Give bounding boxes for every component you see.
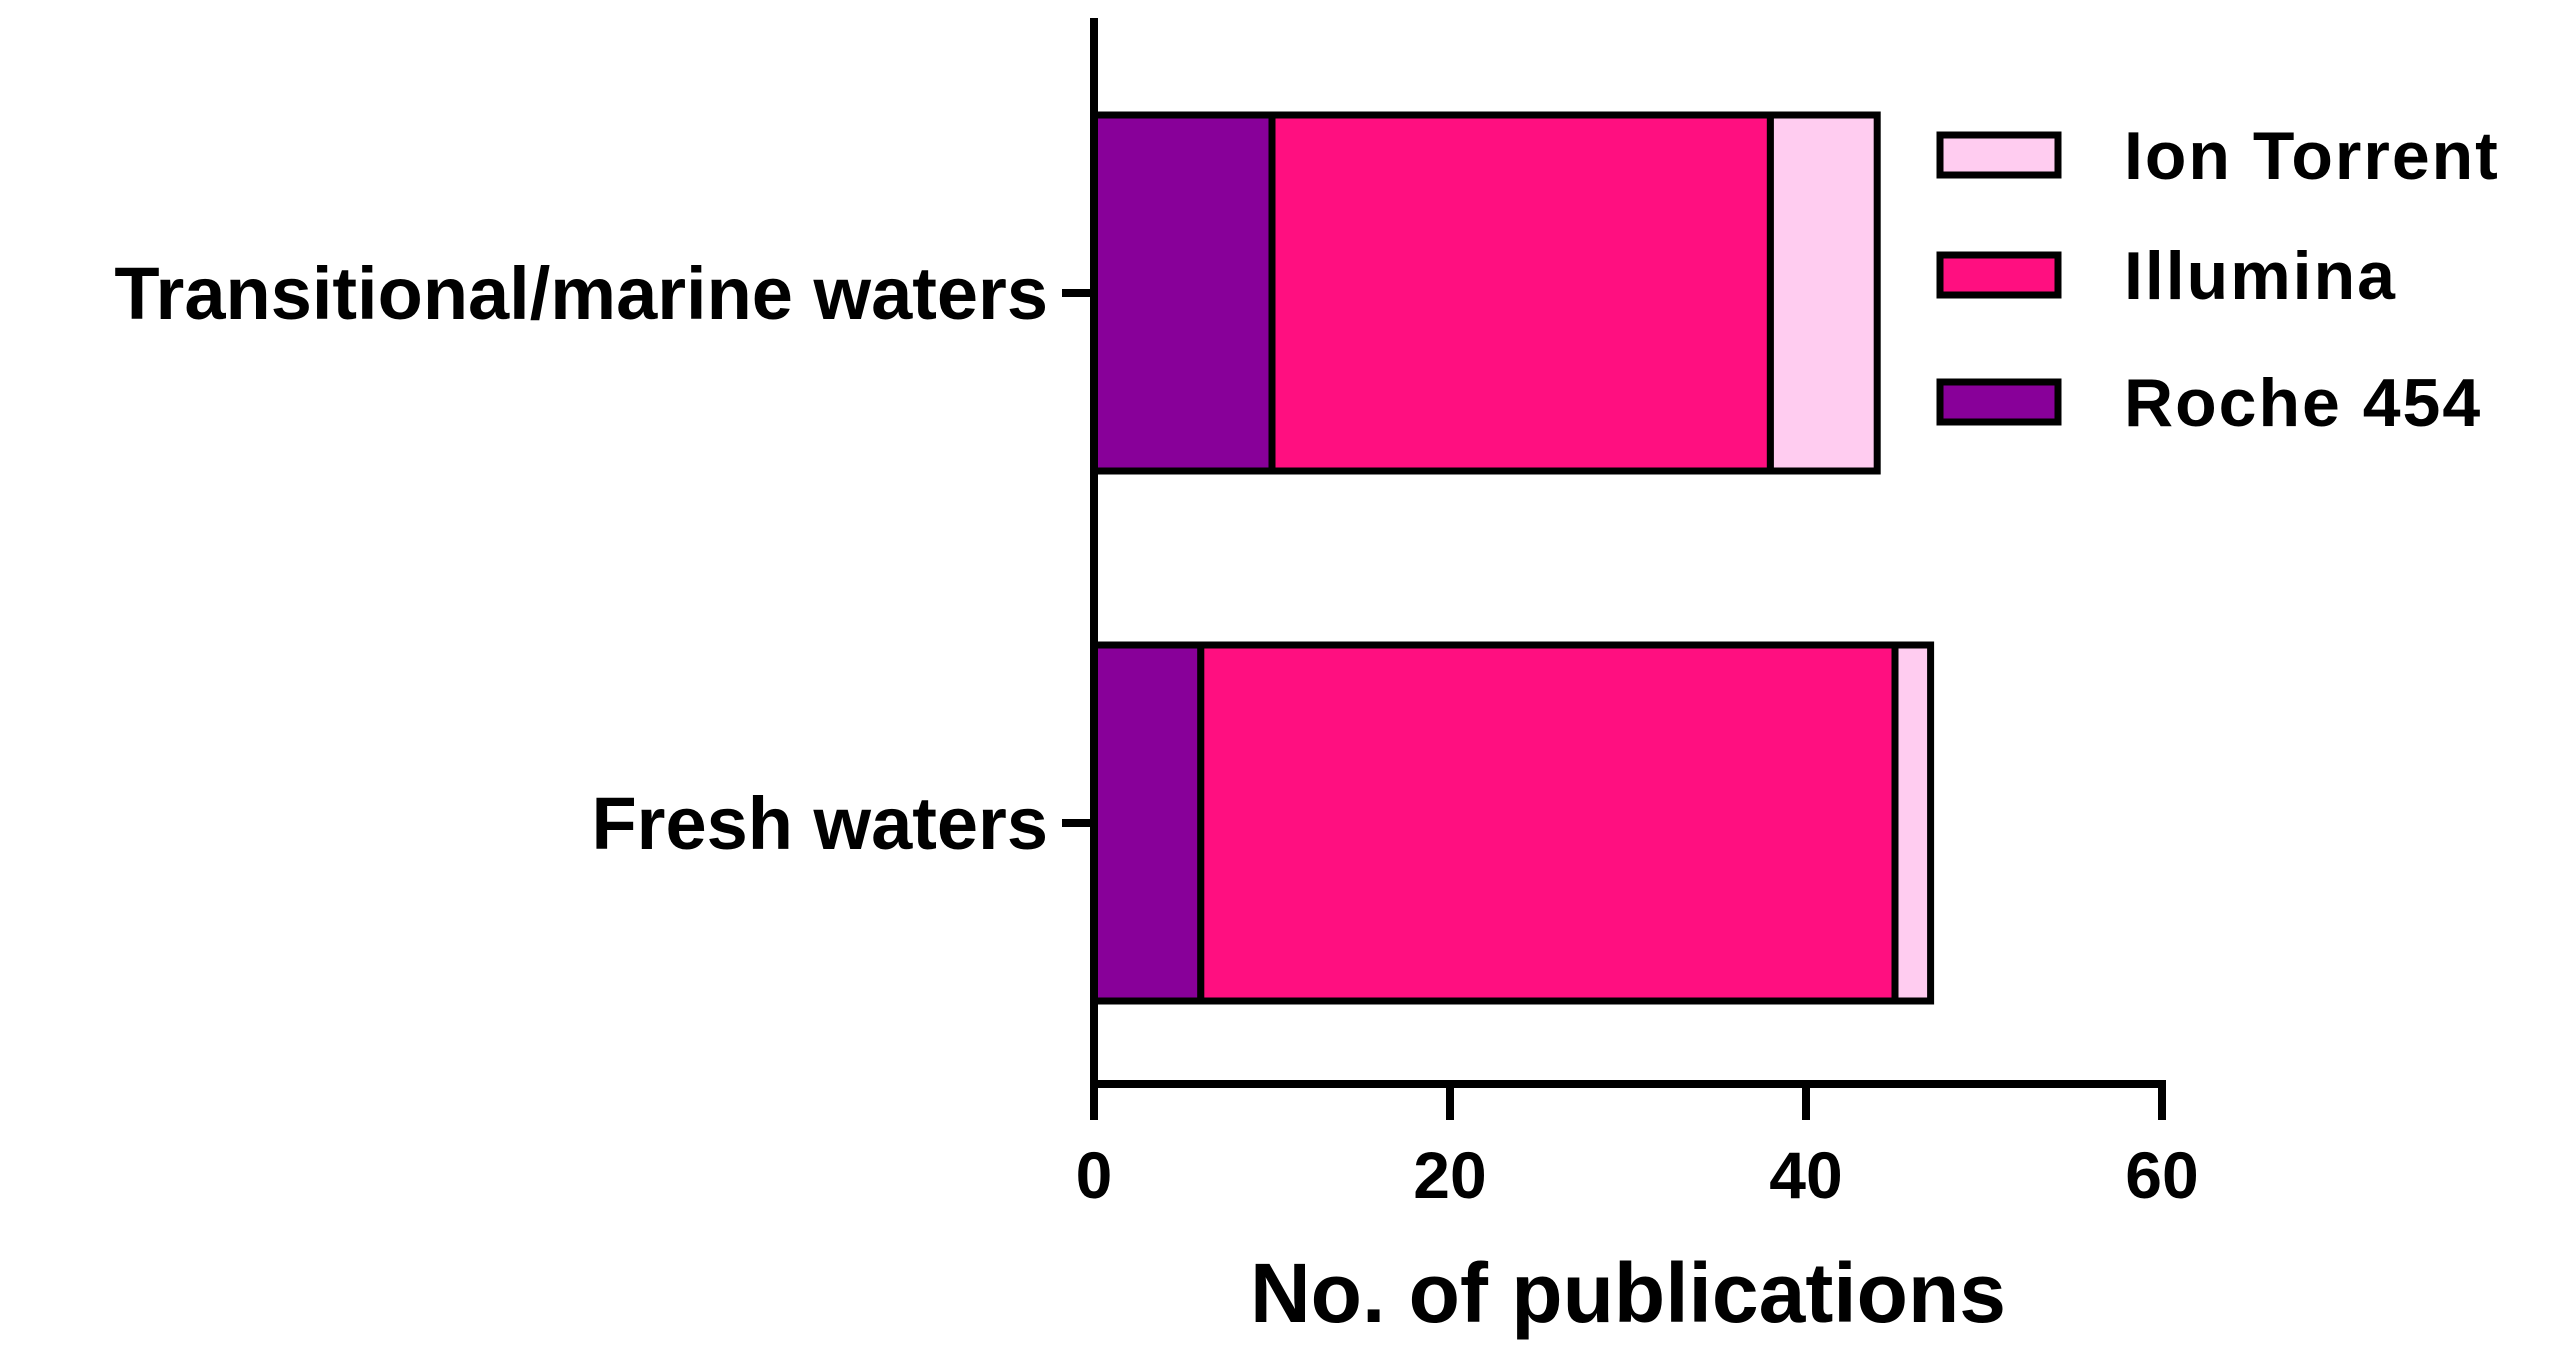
category-label-2: Fresh waters bbox=[591, 782, 1048, 865]
bars-layer bbox=[1090, 111, 1935, 1005]
labels-layer: 0 20 40 60 Transitional/marine waters Fresh w… bbox=[114, 252, 2198, 1212]
bar-segment-illumina-1 bbox=[1268, 111, 1774, 475]
legend-swatch-illumina bbox=[1936, 251, 2062, 299]
legend-label-roche-454: Roche 454 bbox=[2124, 365, 2482, 441]
bar-segment-ion-torrent-2 bbox=[1891, 641, 1935, 1005]
x-axis-title: No. of publications bbox=[1250, 1246, 2006, 1340]
category-label-1: Transitional/marine waters bbox=[114, 252, 1048, 335]
bar-segment-illumina-2 bbox=[1197, 641, 1899, 1005]
bar-segment-ion-torrent-1 bbox=[1766, 111, 1881, 475]
legend-swatch-roche-454 bbox=[1936, 378, 2062, 426]
axes-layer bbox=[1090, 18, 2166, 1088]
x-tick-label-40: 40 bbox=[1769, 1138, 1842, 1212]
legend-swatch-ion-torrent bbox=[1936, 131, 2062, 179]
bar-segment-roche-454-1 bbox=[1090, 111, 1276, 475]
legend-label-ion-torrent: Ion Torrent bbox=[2124, 118, 2500, 194]
x-tick-label-20: 20 bbox=[1413, 1138, 1486, 1212]
ticks-layer bbox=[1062, 289, 2166, 1120]
x-tick-label-60: 60 bbox=[2125, 1138, 2198, 1212]
x-tick-label-0: 0 bbox=[1076, 1138, 1113, 1212]
bar-segment-roche-454-2 bbox=[1090, 641, 1205, 1005]
legend-label-illumina: Illumina bbox=[2124, 238, 2397, 314]
legend: Ion Torrent Illumina Roche 454 bbox=[1936, 118, 2500, 441]
